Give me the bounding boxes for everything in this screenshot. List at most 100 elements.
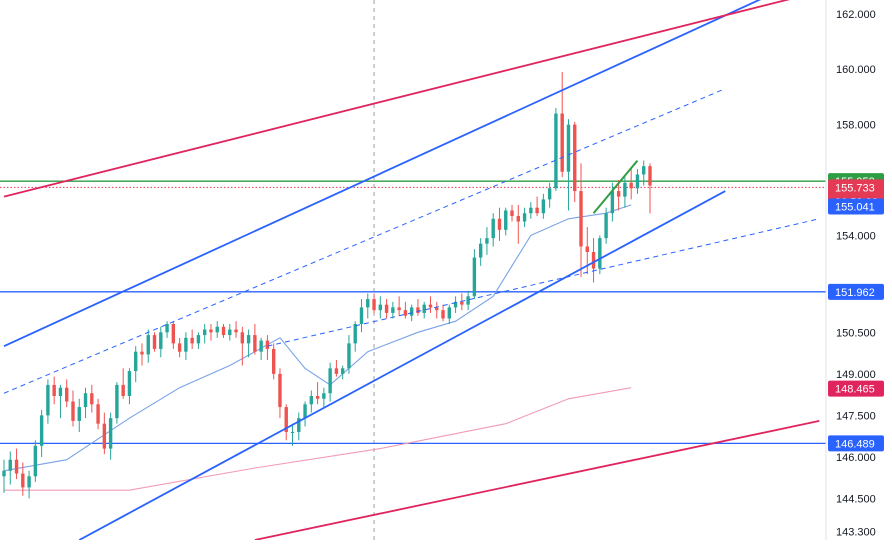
candle-body [453, 301, 458, 308]
price-badge-4[interactable]: 148.465 [828, 380, 884, 397]
candle-84 [529, 202, 533, 219]
candle-body [491, 218, 495, 239]
candle-body [134, 351, 138, 372]
candle-2 [14, 448, 19, 480]
candle-body [303, 404, 307, 419]
candle-66 [416, 299, 420, 316]
candle-31 [196, 332, 201, 349]
candle-body [146, 335, 150, 355]
candle-body [278, 373, 282, 408]
candle-78 [491, 213, 495, 247]
candle-body [215, 326, 219, 333]
candle-58 [366, 293, 370, 319]
candle-body [447, 307, 452, 319]
candle-body [8, 459, 12, 471]
candle-77 [485, 227, 489, 255]
candle-body [159, 332, 163, 349]
candle-42 [265, 335, 270, 360]
candle-body [510, 210, 514, 216]
candle-37 [234, 321, 238, 338]
candle-body [96, 404, 100, 424]
candle-body [65, 387, 69, 402]
candle-body [33, 445, 38, 477]
candle-body [46, 384, 50, 416]
channel-lower-trendline [78, 190, 726, 541]
candle-3 [21, 462, 25, 496]
candle-69 [435, 301, 439, 319]
candle-11 [71, 390, 75, 427]
y-tick-label: 149.000 [836, 369, 876, 381]
candle-body [529, 207, 533, 214]
candle-body [629, 182, 633, 189]
candle-body [27, 476, 31, 488]
candle-body [648, 166, 652, 186]
candle-61 [384, 299, 389, 319]
candle-body [322, 393, 326, 399]
candle-36 [228, 324, 232, 341]
candle-body [14, 459, 19, 474]
candle-body [566, 124, 571, 172]
candle-7 [46, 379, 50, 424]
candle-14 [90, 384, 94, 413]
price-badge-3[interactable]: 151.962 [828, 283, 884, 300]
candle-body [21, 473, 25, 488]
price-badge-bg [828, 380, 884, 397]
candle-99 [623, 177, 627, 208]
candle-94 [591, 238, 596, 283]
candle-22 [140, 343, 144, 366]
candle-body [397, 307, 401, 311]
candle-body [547, 188, 552, 200]
price-badge-label: 155.041 [835, 202, 875, 214]
y-tick-label: 154.000 [836, 230, 876, 242]
price-badge-5[interactable]: 146.489 [828, 435, 884, 452]
candle-49 [309, 390, 314, 413]
candle-82 [516, 204, 520, 244]
candle-6 [39, 409, 44, 457]
candle-9 [58, 384, 63, 419]
candle-body [535, 207, 539, 214]
candle-body [478, 243, 483, 258]
candle-body [127, 371, 132, 396]
candle-21 [134, 346, 138, 383]
candle-body [328, 368, 332, 394]
candle-90 [566, 119, 571, 211]
candle-71 [447, 304, 452, 324]
candle-body [435, 307, 439, 311]
candle-74 [466, 290, 470, 311]
candle-1 [8, 451, 12, 485]
candle-body [554, 113, 558, 189]
candle-52 [328, 362, 332, 402]
candle-body [334, 368, 339, 374]
candle-body [171, 324, 176, 344]
candle-body [428, 304, 433, 308]
candle-96 [604, 207, 608, 244]
candle-body [152, 335, 157, 349]
candle-body [623, 182, 627, 197]
candle-body [497, 218, 502, 230]
ma-slow-line [4, 387, 632, 491]
candle-102 [642, 160, 646, 186]
candle-32 [202, 324, 207, 344]
candle-35 [221, 324, 226, 338]
candle-80 [504, 207, 508, 236]
candle-body [71, 401, 75, 421]
candle-body [585, 246, 589, 252]
candle-body [165, 324, 169, 333]
candle-87 [547, 182, 552, 208]
price-badge-2[interactable]: 155.041 [828, 198, 884, 215]
candle-15 [96, 398, 100, 430]
trend-lines-group [3, 0, 820, 541]
candle-body [460, 301, 464, 305]
candle-body [202, 329, 207, 336]
candle-body [184, 337, 188, 352]
price-badge-bg [828, 283, 884, 300]
candle-73 [460, 293, 464, 311]
candle-body [359, 307, 364, 324]
candle-81 [510, 204, 514, 222]
candle-39 [246, 329, 251, 358]
price-axis[interactable]: 162.000 160.000 158.000 154.000 150.500 149.0… [825, 0, 892, 540]
red-upper-trendline [3, 0, 790, 198]
candle-40 [253, 324, 257, 355]
